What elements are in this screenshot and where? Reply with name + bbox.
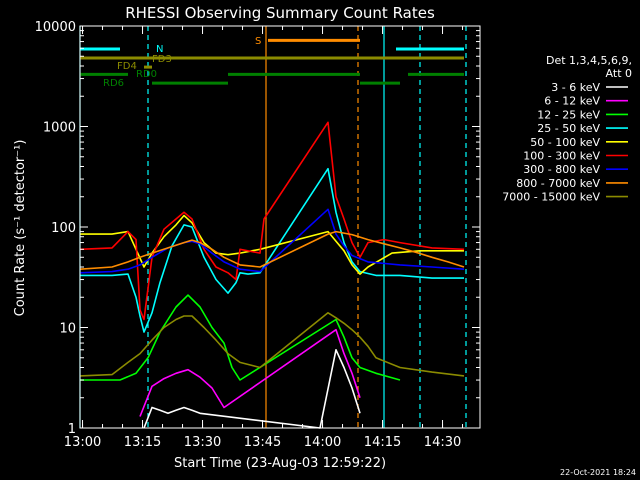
legend-label: 12 - 25 keV: [537, 108, 600, 121]
y-axis-label: Count Rate (s⁻¹ detector⁻¹): [13, 140, 28, 317]
y-tick-label: 10: [59, 322, 76, 337]
legend-label: 50 - 100 keV: [530, 136, 600, 149]
x-axis-label: Start Time (23-Aug-03 12:59:22): [174, 456, 386, 471]
series-line-1: [139, 328, 361, 417]
series-line-5: [79, 121, 465, 321]
flag-label-s: S: [255, 36, 261, 47]
legend-header-line-1: Det 1,3,4,5,6,9,: [546, 54, 632, 67]
y-tick-label: 100: [51, 221, 76, 236]
flag-label-fd4: FD4: [117, 61, 137, 72]
series-line-7: [79, 230, 465, 270]
y-tick-label: 1000: [43, 121, 76, 136]
legend-label: 3 - 6 keV: [551, 81, 600, 94]
flag-label-rd6: RD6: [103, 78, 124, 89]
legend-label: 7000 - 15000 keV: [502, 191, 600, 204]
legend-header-line-2: Att 0: [606, 67, 632, 80]
series-line-4: [80, 214, 464, 275]
x-tick-label: 14:15: [364, 435, 401, 450]
series-line-6: [79, 208, 465, 274]
flag-label-fd3: FD3: [152, 54, 172, 65]
x-tick-label: 13:45: [244, 435, 281, 450]
series-line-8: [79, 311, 465, 377]
y-tick-label: 10000: [35, 20, 76, 35]
legend-label: 6 - 12 keV: [544, 95, 600, 108]
x-tick-label: 13:15: [124, 435, 161, 450]
series-line-0: [143, 348, 361, 429]
series-line-2: [80, 294, 401, 381]
footer-date: 22-Oct-2021 18:24: [560, 468, 636, 477]
y-tick-label: 1: [68, 422, 76, 437]
x-tick-label: 14:30: [424, 435, 461, 450]
legend-label: 100 - 300 keV: [523, 150, 600, 163]
flag-label-rd0: RD0: [136, 69, 157, 80]
legend-label: 25 - 50 keV: [537, 122, 600, 135]
flag-label-n: N: [156, 44, 163, 55]
legend-label: 800 - 7000 keV: [516, 177, 600, 190]
legend-label: 300 - 800 keV: [523, 163, 600, 176]
x-tick-label: 13:00: [64, 435, 101, 450]
series-line-3: [80, 167, 464, 333]
chart-title: RHESSI Observing Summary Count Rates: [125, 4, 435, 22]
x-tick-label: 14:00: [304, 435, 341, 450]
x-tick-label: 13:30: [184, 435, 221, 450]
